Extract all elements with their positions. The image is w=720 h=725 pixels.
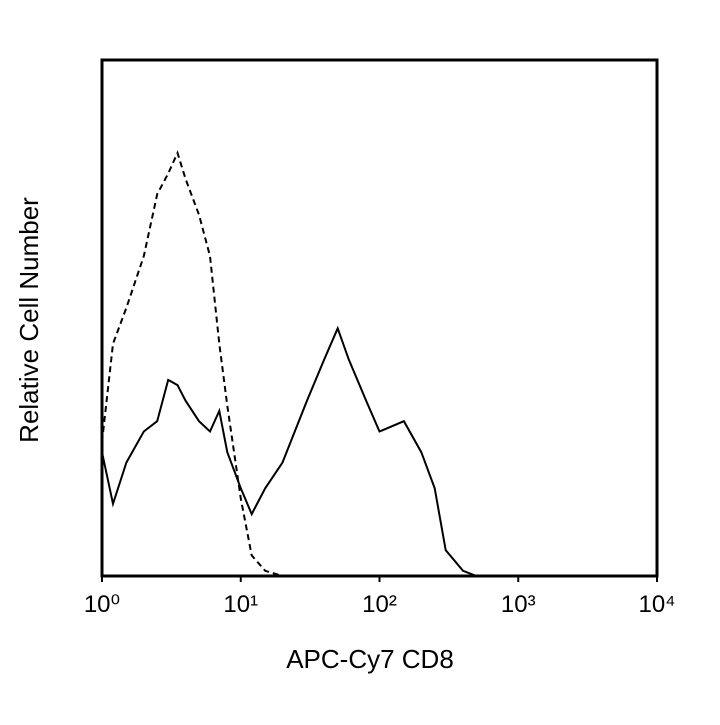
x-tick-label: 10⁴ [638, 591, 675, 618]
histogram-line [101, 150, 519, 577]
histogram-line [101, 325, 519, 577]
plot-frame [100, 58, 659, 578]
y-axis-label: Relative Cell Number [14, 197, 44, 443]
x-tick-label: 10³ [501, 591, 536, 618]
x-tick-label: 10¹ [223, 591, 258, 618]
x-tick-label: 10⁰ [84, 591, 120, 618]
x-tick-label: 10² [362, 591, 397, 618]
x-axis-label: APC-Cy7 CD8 [286, 644, 454, 674]
